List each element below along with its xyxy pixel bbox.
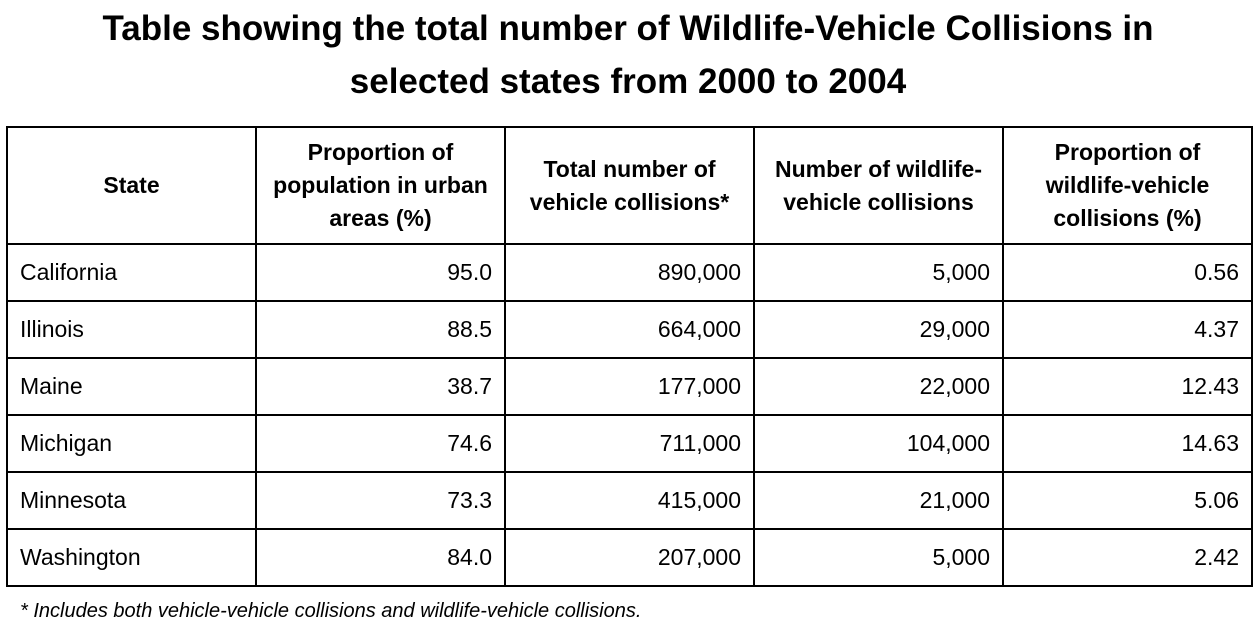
table-header-row: State Proportion of population in urban … bbox=[6, 126, 1253, 245]
table-cell-wildlife-collisions: 22,000 bbox=[753, 357, 1004, 416]
table-cell-state: Illinois bbox=[6, 300, 257, 359]
collisions-table: State Proportion of population in urban … bbox=[6, 126, 1253, 587]
column-header-wildlife-collisions: Number of wildlife-vehicle collisions bbox=[753, 126, 1004, 245]
table-cell-state: Minnesota bbox=[6, 471, 257, 530]
table-row: California 95.0 890,000 5,000 0.56 bbox=[6, 243, 1253, 302]
table-cell-total-collisions: 415,000 bbox=[504, 471, 755, 530]
table-cell-wildlife-proportion: 5.06 bbox=[1002, 471, 1253, 530]
table-cell-wildlife-collisions: 21,000 bbox=[753, 471, 1004, 530]
table-cell-urban-proportion: 84.0 bbox=[255, 528, 506, 587]
table-cell-urban-proportion: 38.7 bbox=[255, 357, 506, 416]
table-cell-wildlife-proportion: 14.63 bbox=[1002, 414, 1253, 473]
table-cell-state: California bbox=[6, 243, 257, 302]
table-row: Illinois 88.5 664,000 29,000 4.37 bbox=[6, 300, 1253, 359]
table-cell-wildlife-proportion: 0.56 bbox=[1002, 243, 1253, 302]
column-header-wildlife-proportion: Proportion of wildlife-vehicle collision… bbox=[1002, 126, 1253, 245]
table-cell-total-collisions: 207,000 bbox=[504, 528, 755, 587]
table-cell-wildlife-proportion: 12.43 bbox=[1002, 357, 1253, 416]
table-cell-wildlife-collisions: 104,000 bbox=[753, 414, 1004, 473]
column-header-urban-proportion: Proportion of population in urban areas … bbox=[255, 126, 506, 245]
table-row: Michigan 74.6 711,000 104,000 14.63 bbox=[6, 414, 1253, 473]
table-cell-wildlife-collisions: 5,000 bbox=[753, 243, 1004, 302]
table-row: Maine 38.7 177,000 22,000 12.43 bbox=[6, 357, 1253, 416]
title-line-1: Table showing the total number of Wildli… bbox=[102, 9, 1154, 48]
table-cell-total-collisions: 664,000 bbox=[504, 300, 755, 359]
table-cell-wildlife-proportion: 4.37 bbox=[1002, 300, 1253, 359]
table-cell-urban-proportion: 95.0 bbox=[255, 243, 506, 302]
page-title: Table showing the total number of Wildli… bbox=[0, 2, 1256, 108]
table-cell-total-collisions: 711,000 bbox=[504, 414, 755, 473]
table-row: Washington 84.0 207,000 5,000 2.42 bbox=[6, 528, 1253, 587]
table-cell-wildlife-proportion: 2.42 bbox=[1002, 528, 1253, 587]
column-header-total-collisions: Total number of vehicle collisions* bbox=[504, 126, 755, 245]
table-cell-total-collisions: 177,000 bbox=[504, 357, 755, 416]
table-cell-state: Maine bbox=[6, 357, 257, 416]
table-cell-state: Michigan bbox=[6, 414, 257, 473]
table-cell-urban-proportion: 74.6 bbox=[255, 414, 506, 473]
title-line-2: selected states from 2000 to 2004 bbox=[349, 62, 907, 101]
table-cell-urban-proportion: 73.3 bbox=[255, 471, 506, 530]
table-footnote: * Includes both vehicle-vehicle collisio… bbox=[20, 600, 642, 622]
table-cell-urban-proportion: 88.5 bbox=[255, 300, 506, 359]
table-cell-state: Washington bbox=[6, 528, 257, 587]
table-cell-wildlife-collisions: 5,000 bbox=[753, 528, 1004, 587]
column-header-state: State bbox=[6, 126, 257, 245]
table-cell-total-collisions: 890,000 bbox=[504, 243, 755, 302]
table-row: Minnesota 73.3 415,000 21,000 5.06 bbox=[6, 471, 1253, 530]
table-cell-wildlife-collisions: 29,000 bbox=[753, 300, 1004, 359]
